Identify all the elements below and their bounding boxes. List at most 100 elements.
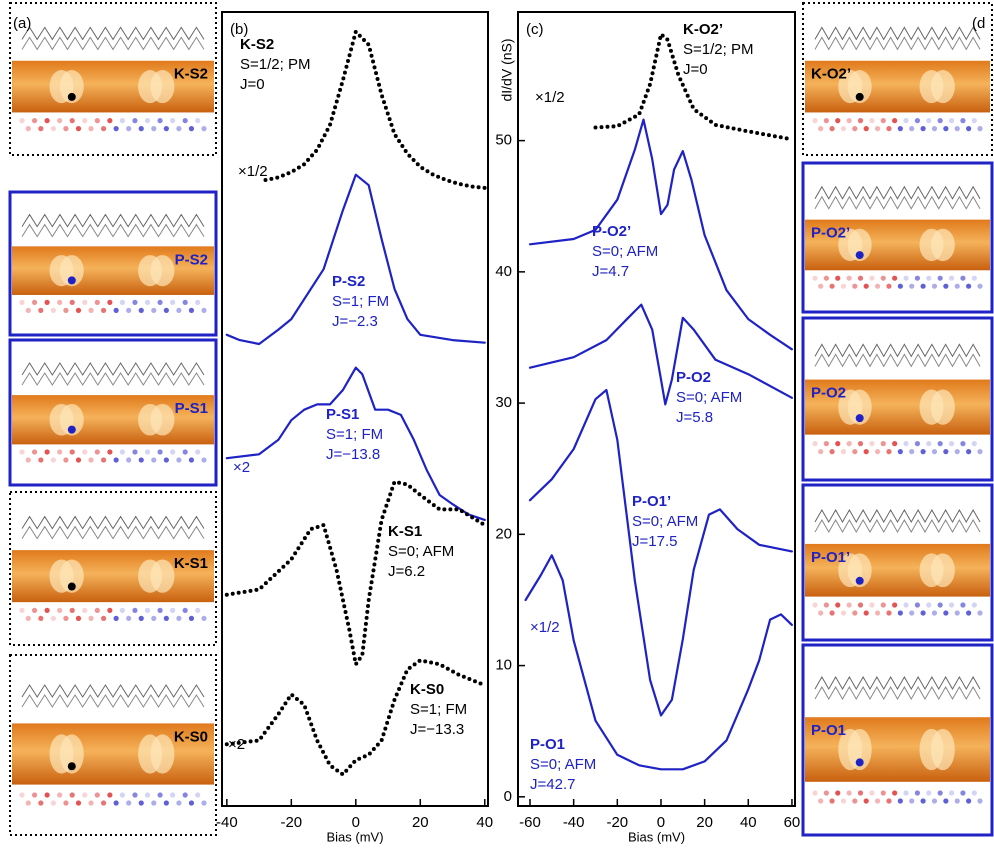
spin-site (857, 602, 864, 608)
spin-site (840, 449, 847, 455)
y-tick-label: 50 (495, 132, 512, 149)
series-annotation: J=6.2 (388, 563, 425, 580)
spin-site (931, 449, 938, 455)
spin-site (977, 283, 983, 289)
spin-site (44, 607, 50, 614)
spin-site (195, 299, 201, 305)
spin-site (954, 126, 960, 132)
spin-site (897, 798, 903, 804)
spin-site (977, 449, 983, 455)
scale-label: ×2 (233, 459, 250, 476)
spin-site (909, 610, 915, 616)
spin-site (188, 307, 195, 313)
series-line (225, 366, 486, 521)
spin-site (182, 299, 188, 305)
series-name: P-O1’ (632, 493, 671, 510)
spin-site (163, 307, 169, 313)
spin-site (823, 790, 829, 796)
spin-site (19, 449, 25, 455)
spin-site (94, 607, 100, 614)
spin-site (107, 449, 113, 455)
spin-site (869, 602, 875, 608)
spin-site (176, 307, 182, 313)
stm-image (12, 723, 214, 785)
spin-site (69, 299, 75, 305)
series-annotation: J=−13.3 (410, 721, 464, 738)
spin-site (107, 299, 113, 305)
spin-site (880, 602, 886, 608)
spin-site (88, 615, 94, 622)
x-tick-label: -60 (519, 814, 541, 831)
spin-site (176, 457, 182, 463)
panel-label: P-O1 (811, 722, 846, 739)
molecule-sketch (21, 372, 205, 386)
spin-site (948, 275, 955, 281)
series-annotation: S=1; FM (410, 701, 467, 718)
series-name: P-O2’ (592, 223, 631, 240)
spin-site (157, 792, 163, 798)
spin-site (863, 610, 869, 616)
series-annotation: J=−2.3 (332, 313, 378, 330)
stm-lobe (930, 389, 955, 425)
spin-site (50, 307, 56, 313)
stm-lobe (59, 70, 84, 104)
stm-lobe (150, 70, 175, 104)
spin-site (818, 798, 824, 804)
spin-site (943, 798, 949, 804)
stm-lobe (150, 255, 175, 287)
spin-site (943, 449, 949, 455)
spin-site (823, 275, 829, 281)
spin-site (157, 118, 163, 124)
spin-site (829, 126, 835, 132)
site-dot (67, 92, 76, 101)
spin-site (176, 800, 182, 806)
spin-site (113, 457, 119, 463)
spin-site (138, 126, 144, 132)
spin-site (863, 126, 869, 132)
spin-site (926, 790, 932, 796)
spin-site (869, 118, 875, 124)
spin-site (157, 299, 163, 305)
spin-site (835, 441, 841, 447)
spin-site (857, 441, 864, 447)
series-line (263, 29, 487, 190)
stm-image (805, 60, 990, 113)
series-annotation: J=42.7 (530, 776, 575, 793)
spin-site (874, 449, 881, 455)
series-annotation: S=1; FM (332, 293, 389, 310)
stm-lobe (930, 553, 955, 588)
panel-label: P-O2 (811, 385, 846, 402)
spin-site (863, 283, 869, 289)
scale-label: ×1/2 (530, 619, 560, 636)
spin-site (937, 275, 943, 281)
spin-site (170, 299, 176, 305)
spin-site (892, 118, 898, 124)
stm-lobe (847, 228, 872, 262)
spin-site (943, 283, 949, 289)
spin-site (44, 299, 50, 305)
spin-site (954, 798, 960, 804)
spin-site (966, 798, 972, 804)
spin-site (869, 790, 875, 796)
spin-site (100, 615, 107, 622)
spin-site (960, 790, 966, 796)
spin-site (903, 602, 909, 608)
x-tick-label: -20 (606, 814, 628, 831)
spin-site (897, 449, 903, 455)
spin-site (25, 126, 31, 132)
spin-site (201, 457, 207, 463)
spin-site (948, 602, 955, 608)
spin-site (38, 615, 44, 622)
spin-site (38, 800, 44, 806)
spin-site (852, 449, 858, 455)
spin-site (846, 275, 852, 281)
spin-site (835, 602, 841, 608)
series-annotation: S=0; AFM (592, 243, 658, 260)
site-dot (67, 276, 76, 285)
spin-site (107, 118, 113, 124)
spin-site (151, 800, 157, 806)
spin-site (88, 307, 94, 313)
spin-site (943, 126, 949, 132)
spin-site (132, 792, 138, 798)
